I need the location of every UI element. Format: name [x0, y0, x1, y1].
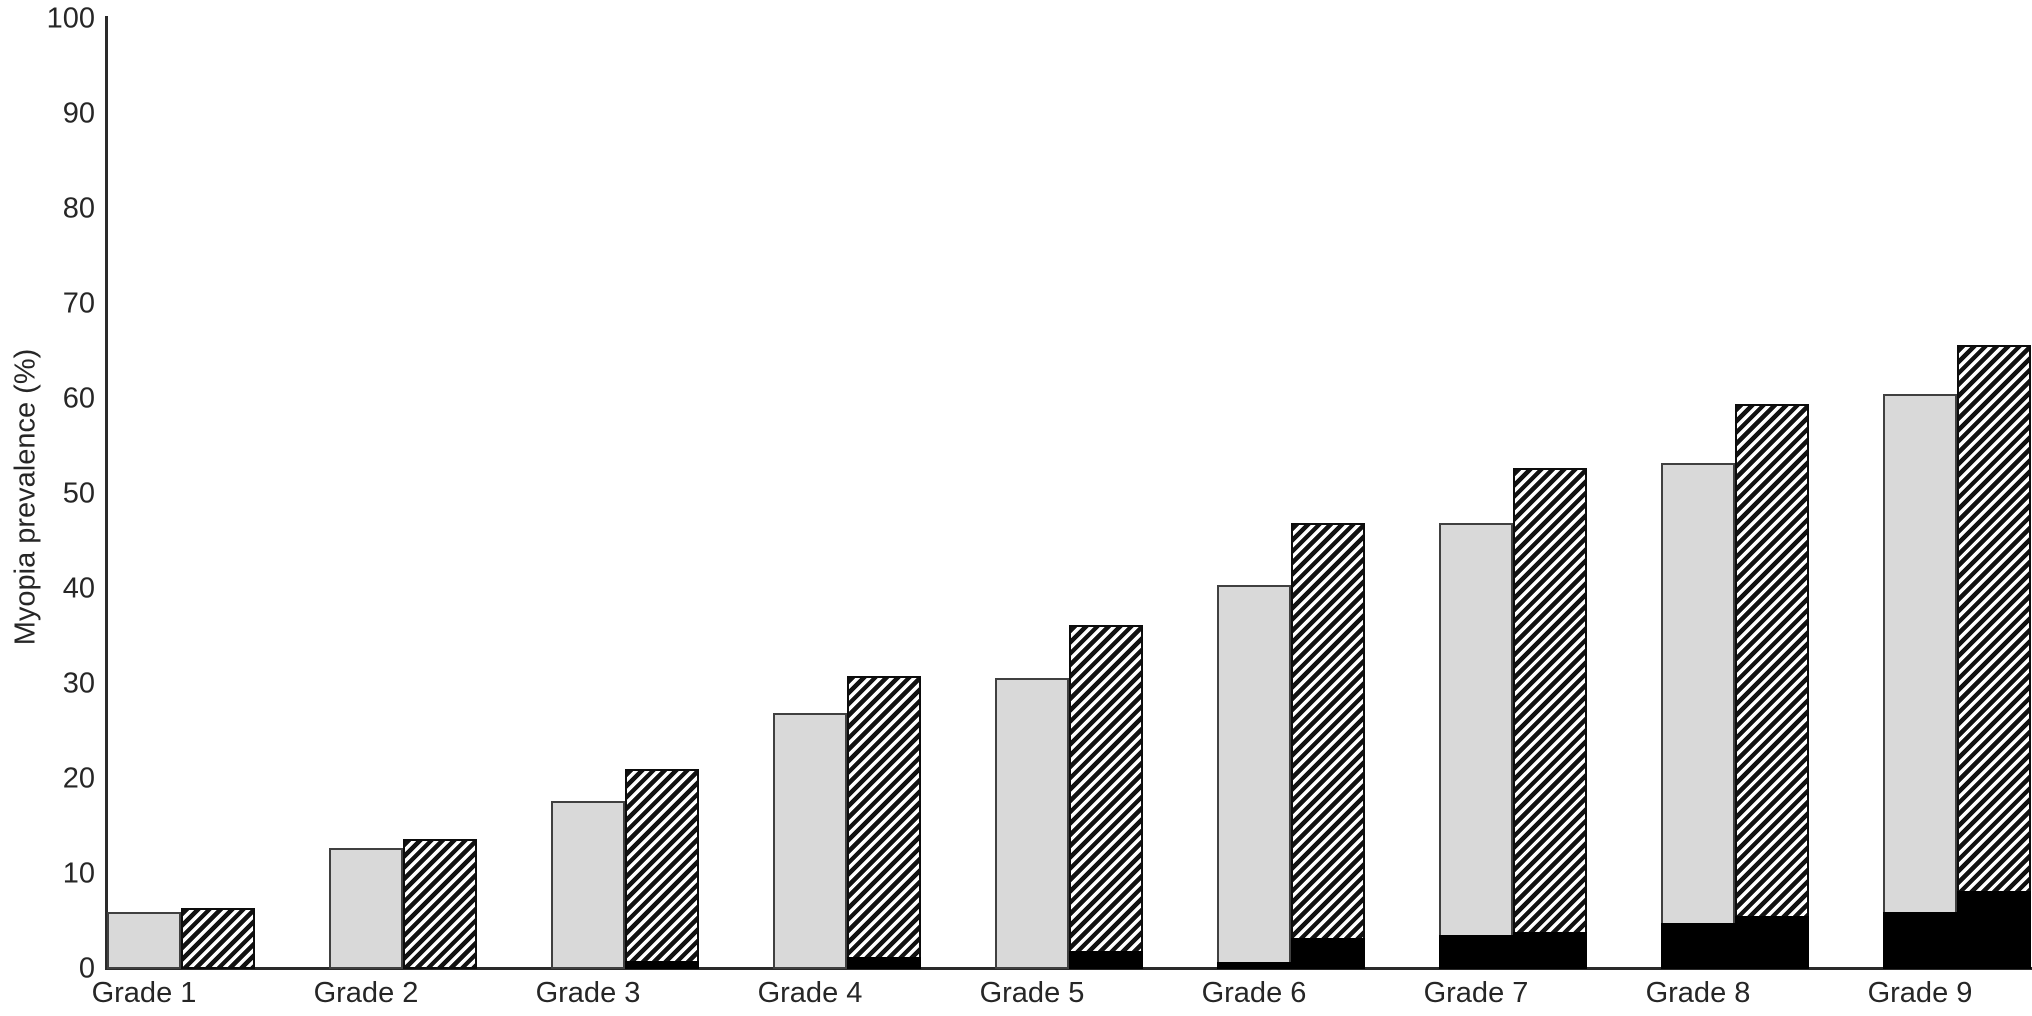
x-label-grade-4: Grade 4	[757, 977, 863, 1009]
bar-hatched-grade-4	[847, 676, 921, 969]
y-tick-label-50: 50	[62, 477, 95, 510]
black-segment-hatched-grade-3	[625, 961, 699, 969]
bar-hatched-grade-2	[403, 839, 477, 969]
y-tick-label-20: 20	[62, 762, 95, 795]
bar-gray-grade-3	[551, 801, 625, 969]
black-segment-hatched-grade-4	[847, 957, 921, 969]
bar-gray-grade-7	[1439, 523, 1513, 969]
bar-gray-grade-1	[107, 912, 181, 969]
bar-hatched-grade-3	[625, 769, 699, 969]
y-tick-label-60: 60	[62, 382, 95, 415]
black-segment-hatched-grade-5	[1069, 951, 1143, 969]
black-segment-hatched-grade-9	[1957, 891, 2031, 969]
bar-hatched-grade-9	[1957, 345, 2031, 969]
y-tick-label-0: 0	[78, 952, 95, 985]
black-segment-hatched-grade-8	[1735, 916, 1809, 969]
black-segment-hatched-grade-7	[1513, 932, 1587, 969]
y-tick-label-40: 40	[62, 572, 95, 605]
y-tick-label-30: 30	[62, 667, 95, 700]
black-segment-gray-grade-6	[1217, 962, 1291, 969]
bar-gray-grade-9	[1883, 394, 1957, 969]
y-tick-label-90: 90	[62, 97, 95, 130]
x-label-grade-9: Grade 9	[1867, 977, 1973, 1009]
black-segment-gray-grade-8	[1661, 923, 1735, 969]
bar-hatched-grade-6	[1291, 523, 1365, 969]
bar-gray-grade-5	[995, 678, 1069, 969]
x-label-grade-3: Grade 3	[535, 977, 641, 1009]
y-tick-label-70: 70	[62, 287, 95, 320]
bar-gray-grade-8	[1661, 463, 1735, 969]
bar-hatched-grade-1	[181, 908, 255, 969]
y-tick-label-100: 100	[46, 2, 95, 35]
x-label-grade-5: Grade 5	[979, 977, 1085, 1009]
bar-gray-grade-4	[773, 713, 847, 969]
x-label-grade-6: Grade 6	[1201, 977, 1307, 1009]
y-tick-label-10: 10	[62, 857, 95, 890]
bar-hatched-grade-8	[1735, 404, 1809, 969]
black-segment-gray-grade-9	[1883, 912, 1957, 969]
bar-hatched-grade-5	[1069, 625, 1143, 969]
black-segment-gray-grade-7	[1439, 935, 1513, 969]
x-label-grade-2: Grade 2	[313, 977, 419, 1009]
x-label-grade-7: Grade 7	[1423, 977, 1529, 1009]
x-label-grade-1: Grade 1	[91, 977, 197, 1009]
bar-hatched-grade-7	[1513, 468, 1587, 969]
bar-gray-grade-2	[329, 848, 403, 969]
black-segment-hatched-grade-6	[1291, 938, 1365, 969]
bar-gray-grade-6	[1217, 585, 1291, 969]
x-label-grade-8: Grade 8	[1645, 977, 1751, 1009]
y-axis-line	[105, 16, 108, 970]
y-tick-label-80: 80	[62, 192, 95, 225]
